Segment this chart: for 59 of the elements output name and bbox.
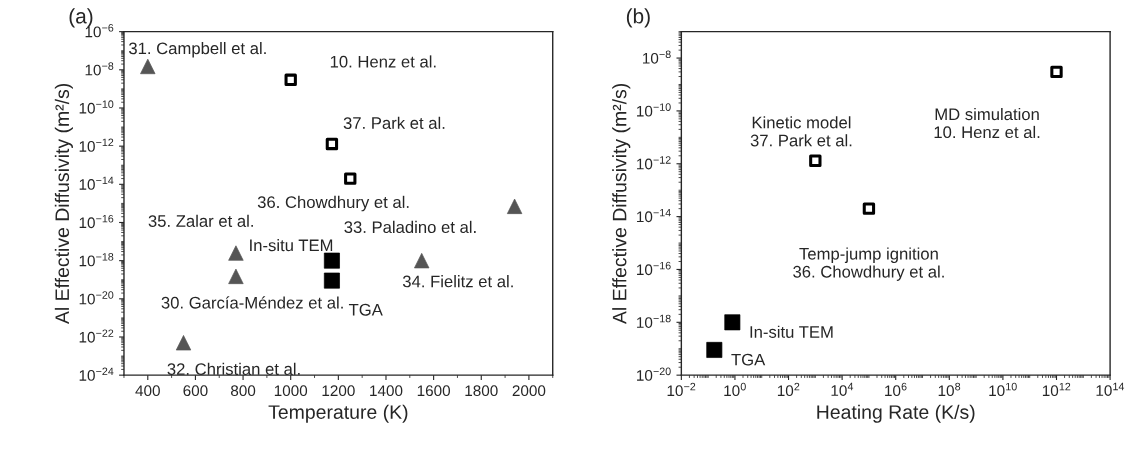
y-tick-label: 10$^{−12}$ <box>79 138 114 152</box>
y-tick-label: 10$^{−14}$ <box>637 209 671 223</box>
y-tick-label: 10$^{−10}$ <box>637 103 671 117</box>
x-tick-label: 1400 <box>370 385 403 397</box>
y-tick-label: 10$^{−8}$ <box>643 50 671 64</box>
point <box>325 137 339 151</box>
y-tick-label: 10$^{−8}$ <box>85 62 114 76</box>
y-tick-label: 10$^{−24}$ <box>79 367 114 381</box>
annotation: MD simulation 10. Henz et al. <box>934 107 1040 139</box>
annotation: 10. Henz et al. <box>330 55 436 68</box>
x-tick-label: 10$^{6}$ <box>885 382 907 397</box>
x-axis-title: Temperature (K) <box>268 404 408 423</box>
point <box>344 172 357 185</box>
x-tick-label: 1800 <box>465 385 498 397</box>
y-axis-title: Al Effective Diffusivity (m²/s) <box>54 83 73 325</box>
y-tick-label: 10$^{−16}$ <box>79 214 114 229</box>
x-tick-label: 800 <box>230 385 256 397</box>
y-tick-label: 10$^{−18}$ <box>79 253 114 267</box>
y-tick-label: 10$^{−18}$ <box>637 314 671 328</box>
annotation: Kinetic model 37. Park et al. <box>750 116 852 147</box>
annotation: 31. Campbell et al. <box>128 42 266 58</box>
x-tick-label: 2000 <box>512 385 546 397</box>
x-tick-label: 10$^{14}$ <box>1096 382 1125 396</box>
annotation: 32. Christian et al. <box>167 362 300 375</box>
annotation: 33. Paladino et al. <box>344 220 476 234</box>
annotation: Temp-jump ignition 36. Chowdhury et al. <box>793 247 944 281</box>
x-tick-label: 1200 <box>322 385 355 397</box>
x-tick-label: 10$^{8}$ <box>938 382 961 397</box>
annotation: In-situ TEM <box>750 325 833 338</box>
y-tick-label: 10$^{−20}$ <box>79 291 114 305</box>
y-tick-label: 10$^{−20}$ <box>637 367 671 381</box>
y-tick-label: 10$^{−22}$ <box>79 329 114 343</box>
x-tick-label: 10$^{10}$ <box>989 382 1017 397</box>
annotation: TGA <box>348 303 383 316</box>
annotation: 36. Chowdhury et al. <box>257 195 409 212</box>
chart-title: (b) <box>626 8 650 28</box>
x-tick-label: 600 <box>183 385 208 397</box>
chart-title: (a) <box>69 8 93 28</box>
y-tick-label: 10$^{−12}$ <box>637 156 671 170</box>
annotation: 37. Park et al. <box>343 116 445 129</box>
annotation: 34. Fielitz et al. <box>402 275 513 288</box>
x-tick-label: 10$^{−2}$ <box>667 382 696 397</box>
annotation: 35. Zalar et al. <box>148 214 253 227</box>
y-tick-label: 10$^{−16}$ <box>637 261 671 276</box>
x-axis-title: Heating Rate (K/s) <box>817 404 975 423</box>
annotation: In-situ TEM <box>250 239 333 252</box>
x-tick-label: 400 <box>135 385 160 397</box>
x-tick-label: 10$^{12}$ <box>1042 382 1071 397</box>
annotation: 30. García-Méndez et al. <box>161 296 343 309</box>
annotation: TGA <box>731 353 766 366</box>
y-tick-label: 10$^{−10}$ <box>79 100 114 114</box>
y-axis-title: Al Effective Diffusivity (m²/s) <box>612 83 631 325</box>
x-tick-label: 1600 <box>417 385 451 397</box>
y-tick-label: 10$^{−14}$ <box>79 176 114 190</box>
x-tick-label: 1000 <box>274 385 308 397</box>
point <box>284 73 297 86</box>
x-tick-label: 10$^{4}$ <box>831 382 854 396</box>
x-tick-label: 10$^{0}$ <box>724 382 746 397</box>
x-tick-label: 10$^{2}$ <box>777 382 800 397</box>
